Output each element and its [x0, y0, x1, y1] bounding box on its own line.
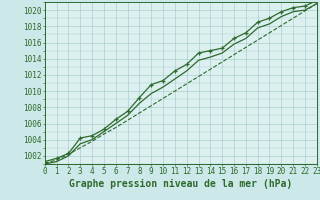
- X-axis label: Graphe pression niveau de la mer (hPa): Graphe pression niveau de la mer (hPa): [69, 179, 292, 189]
